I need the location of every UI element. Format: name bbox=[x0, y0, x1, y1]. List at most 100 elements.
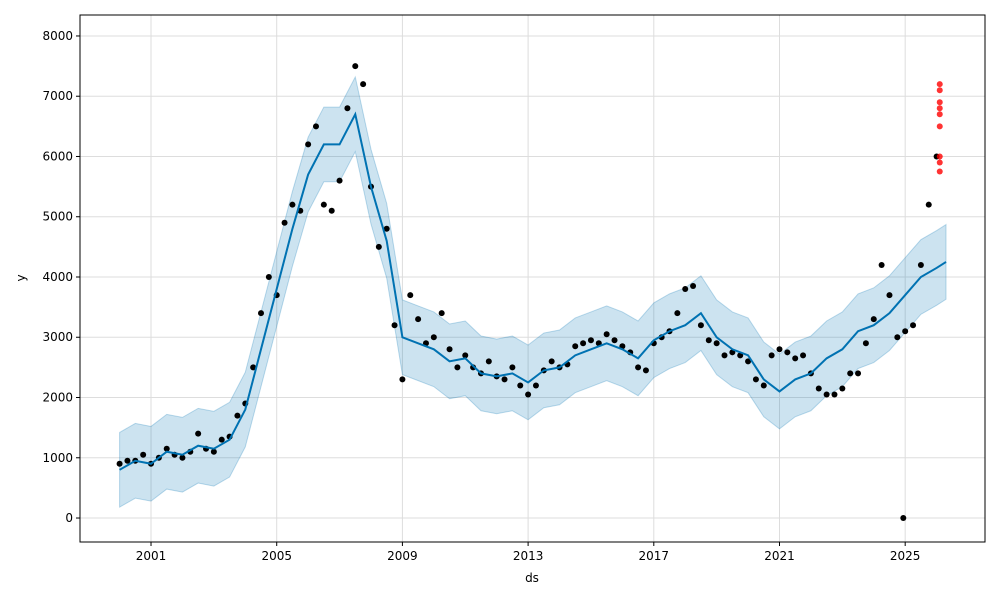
observed-point bbox=[163, 445, 170, 452]
x-tick-label: 2013 bbox=[513, 549, 544, 563]
y-tick-label: 4000 bbox=[42, 270, 73, 284]
observed-point bbox=[690, 283, 697, 290]
observed-point bbox=[391, 322, 398, 329]
x-tick-label: 2005 bbox=[261, 549, 292, 563]
observed-point bbox=[281, 219, 288, 226]
observed-point bbox=[218, 436, 225, 443]
x-axis-label: ds bbox=[525, 571, 539, 585]
observed-point bbox=[305, 141, 312, 148]
outlier-point bbox=[936, 168, 943, 175]
observed-point bbox=[415, 316, 422, 323]
y-tick-label: 2000 bbox=[42, 391, 73, 405]
observed-point bbox=[752, 376, 759, 383]
outlier-point bbox=[936, 159, 943, 166]
observed-point bbox=[312, 123, 319, 130]
observed-point bbox=[768, 352, 775, 359]
observed-point bbox=[336, 177, 343, 184]
observed-point bbox=[776, 346, 783, 353]
observed-point bbox=[855, 370, 862, 377]
observed-point bbox=[234, 412, 241, 419]
observed-point bbox=[548, 358, 555, 365]
observed-point bbox=[697, 322, 704, 329]
observed-point bbox=[705, 337, 712, 344]
y-tick-label: 8000 bbox=[42, 29, 73, 43]
x-tick-label: 2017 bbox=[639, 549, 670, 563]
observed-point bbox=[878, 261, 885, 268]
observed-point bbox=[446, 346, 453, 353]
observed-point bbox=[900, 515, 907, 522]
y-tick-label: 5000 bbox=[42, 210, 73, 224]
observed-point bbox=[847, 370, 854, 377]
x-tick-label: 2001 bbox=[136, 549, 167, 563]
observed-point bbox=[462, 352, 469, 359]
observed-point bbox=[265, 273, 272, 280]
observed-point bbox=[800, 352, 807, 359]
observed-point bbox=[925, 201, 932, 208]
x-tick-label: 2009 bbox=[387, 549, 418, 563]
observed-point bbox=[470, 364, 477, 371]
observed-point bbox=[399, 376, 406, 383]
uncertainty-area bbox=[119, 75, 947, 509]
grid bbox=[80, 15, 985, 542]
observed-point bbox=[328, 207, 335, 214]
observed-point bbox=[682, 286, 689, 293]
observed-point bbox=[603, 331, 610, 338]
observed-point bbox=[509, 364, 516, 371]
outlier-points bbox=[936, 81, 943, 175]
y-tick-label: 1000 bbox=[42, 451, 73, 465]
observed-point bbox=[517, 382, 524, 389]
x-tick-label: 2021 bbox=[764, 549, 795, 563]
outlier-point bbox=[936, 105, 943, 112]
observed-point bbox=[792, 355, 799, 362]
observed-point bbox=[823, 391, 830, 398]
observed-point bbox=[124, 457, 131, 464]
observed-point bbox=[745, 358, 752, 365]
outlier-point bbox=[936, 153, 943, 160]
observed-point bbox=[862, 340, 869, 347]
observed-point bbox=[815, 385, 822, 392]
observed-point bbox=[179, 454, 186, 461]
observed-point bbox=[886, 292, 893, 299]
observed-point bbox=[611, 337, 618, 344]
outlier-point bbox=[936, 111, 943, 118]
outlier-point bbox=[936, 87, 943, 94]
observed-point bbox=[501, 376, 508, 383]
observed-point bbox=[587, 337, 594, 344]
observed-point bbox=[454, 364, 461, 371]
yhat-line bbox=[119, 111, 947, 471]
observed-point bbox=[635, 364, 642, 371]
axis-ticks: 2001 2005 2009 2013 2017 2021 2025 0 1000 2000 300… bbox=[42, 29, 920, 563]
observed-point bbox=[713, 340, 720, 347]
uncertainty-band bbox=[119, 75, 947, 509]
observed-point bbox=[784, 349, 791, 356]
observed-point bbox=[140, 451, 147, 458]
observed-point bbox=[532, 382, 539, 389]
observed-point bbox=[383, 225, 390, 232]
observed-point bbox=[116, 460, 123, 467]
observed-point bbox=[320, 201, 327, 208]
observed-point bbox=[642, 367, 649, 374]
observed-point bbox=[831, 391, 838, 398]
observed-point bbox=[902, 328, 909, 335]
outlier-point bbox=[936, 123, 943, 130]
observed-point bbox=[344, 105, 351, 112]
observed-point bbox=[894, 334, 901, 341]
observed-point bbox=[917, 261, 924, 268]
observed-point bbox=[721, 352, 728, 359]
y-axis-label: y bbox=[14, 274, 28, 281]
y-tick-label: 3000 bbox=[42, 330, 73, 344]
observed-point bbox=[407, 292, 414, 299]
observed-point bbox=[580, 340, 587, 347]
observed-point bbox=[525, 391, 532, 398]
observed-point bbox=[760, 382, 767, 389]
y-tick-label: 6000 bbox=[42, 149, 73, 163]
observed-point bbox=[360, 81, 367, 88]
observed-point bbox=[258, 310, 264, 317]
y-tick-label: 7000 bbox=[42, 89, 73, 103]
forecast-line bbox=[119, 111, 947, 471]
y-tick-label: 0 bbox=[65, 511, 73, 525]
observed-point bbox=[438, 310, 445, 317]
observed-point bbox=[195, 430, 202, 437]
observed-point bbox=[910, 322, 917, 329]
